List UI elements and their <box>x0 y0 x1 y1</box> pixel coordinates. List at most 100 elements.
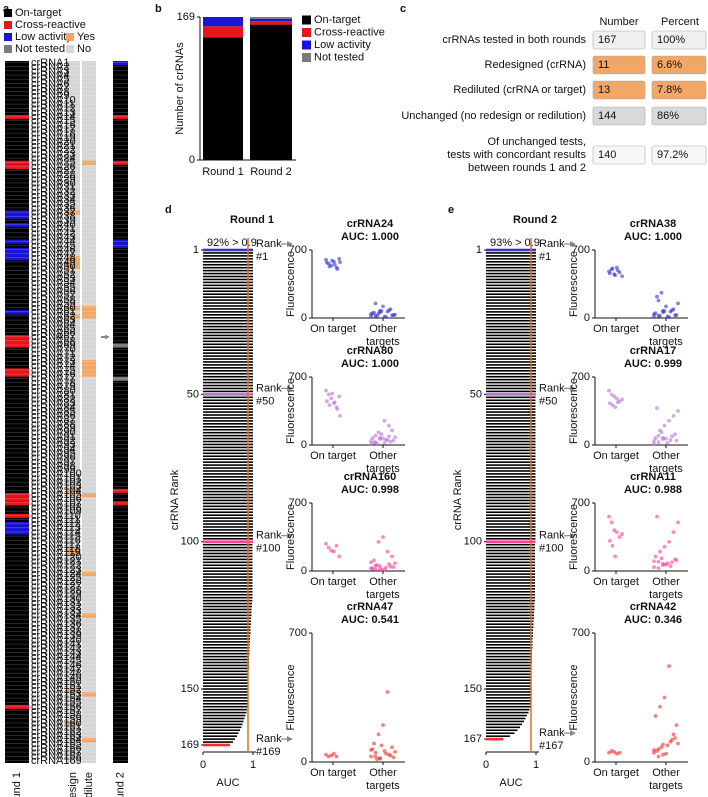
x-tick-label: Other <box>652 323 680 335</box>
row-label: crRNA102 <box>31 477 82 489</box>
data-point <box>335 407 340 411</box>
data-point <box>384 315 388 319</box>
data-point <box>381 436 385 441</box>
data-point <box>337 554 342 559</box>
rank-bar <box>203 564 253 567</box>
y-tick-label: 700 <box>289 371 307 383</box>
data-point <box>652 750 656 755</box>
row-label: crRNA97 <box>31 456 76 468</box>
rank-bar <box>203 367 253 369</box>
y-axis-label: Fluorescence <box>568 378 580 444</box>
rank-bar <box>203 555 253 558</box>
row-label: crRNA141 <box>31 639 82 651</box>
rank-bar <box>486 679 532 681</box>
rank-bar <box>203 537 253 540</box>
row-label: crRNA80 <box>31 385 76 397</box>
data-point <box>656 433 661 438</box>
row-label: crRNA27 <box>31 165 76 177</box>
rank-bar <box>486 449 536 452</box>
rank-bar <box>203 543 253 546</box>
bar-segment <box>203 17 243 27</box>
cell-percent: 7.8% <box>657 84 682 96</box>
rank-bar <box>486 390 536 393</box>
row-label: crRNA148 <box>31 668 82 680</box>
data-point <box>674 438 679 443</box>
data-point <box>373 754 378 759</box>
data-point <box>673 557 677 562</box>
row-label: crRNA3 <box>31 65 70 77</box>
rank-bar <box>203 337 253 340</box>
rank-bar <box>486 425 536 428</box>
data-point <box>655 749 659 753</box>
x-tick-label: targets <box>366 463 400 475</box>
rank-bar <box>486 652 532 655</box>
row-label: crRNA33 <box>31 190 76 202</box>
cell <box>592 55 646 75</box>
x-tick-label: On target <box>593 450 639 462</box>
rank-bar <box>203 496 253 499</box>
rank-bar <box>203 284 253 287</box>
rank-bar <box>203 523 253 525</box>
data-point <box>661 308 665 313</box>
plot-title: crRNA17 <box>630 345 676 357</box>
data-point <box>671 307 676 312</box>
cell-percent: 100% <box>657 34 685 46</box>
panel-letter: d <box>165 204 172 216</box>
row-label: crRNA151 <box>31 680 82 692</box>
data-point <box>613 273 618 278</box>
data-point <box>388 753 393 758</box>
rank-bar <box>203 411 253 413</box>
x-tick-label: targets <box>649 589 683 601</box>
cell-number: 167 <box>598 34 616 46</box>
x-tick-label: 1 <box>533 759 539 771</box>
rank-bar <box>203 425 253 428</box>
rank-bar <box>203 381 253 384</box>
rank-bar <box>486 596 535 599</box>
row-label: crRNA63 <box>31 315 76 327</box>
rank-bar <box>486 308 536 310</box>
row-label: crRNA127 <box>31 580 82 592</box>
data-point <box>655 406 659 410</box>
y-tick-label: 700 <box>572 244 590 256</box>
plot-title: crRNA38 <box>630 218 676 230</box>
data-point <box>653 554 658 559</box>
row-label: crRNA69 <box>31 339 76 351</box>
rank-bar <box>203 702 249 705</box>
row-label: crRNA14 <box>31 111 76 123</box>
column-label: Redilute <box>83 772 95 797</box>
plot-subtitle: AUC: 1.000 <box>341 358 399 370</box>
rank-bar <box>203 455 253 458</box>
data-point <box>664 436 668 441</box>
row-label: crRNA54 <box>31 277 76 289</box>
row-label: between rounds 1 and 2 <box>468 162 586 174</box>
rank-bar <box>486 260 536 263</box>
rank-bar <box>203 579 253 581</box>
data-point <box>667 664 671 669</box>
y-tick-label: 0 <box>301 312 307 324</box>
data-point <box>656 754 661 759</box>
y-tick-label: 50 <box>470 388 482 400</box>
data-point <box>370 436 375 441</box>
row-label: crRNA143 <box>31 647 82 659</box>
row-label: crRNA42 <box>31 227 76 239</box>
data-point <box>373 433 378 438</box>
rank-bar <box>486 714 527 717</box>
data-point <box>382 441 387 445</box>
legend-swatch <box>66 45 74 53</box>
row-label: crRNA46 <box>31 244 76 256</box>
data-point <box>331 751 336 756</box>
legend-swatch <box>4 33 12 41</box>
rank-bar <box>486 558 535 561</box>
rank-bar <box>203 272 253 275</box>
row-label: crRNA70 <box>31 344 76 356</box>
rank-bar <box>203 372 253 375</box>
data-point <box>376 539 381 544</box>
row-label: crRNA38 <box>31 211 76 223</box>
rank-bar <box>486 711 529 714</box>
rank-bar <box>486 316 536 319</box>
rank-bar <box>203 655 249 658</box>
rank-bar <box>486 378 536 381</box>
rank-bar <box>203 414 253 416</box>
data-point <box>667 539 671 544</box>
rank-bar <box>486 484 536 487</box>
